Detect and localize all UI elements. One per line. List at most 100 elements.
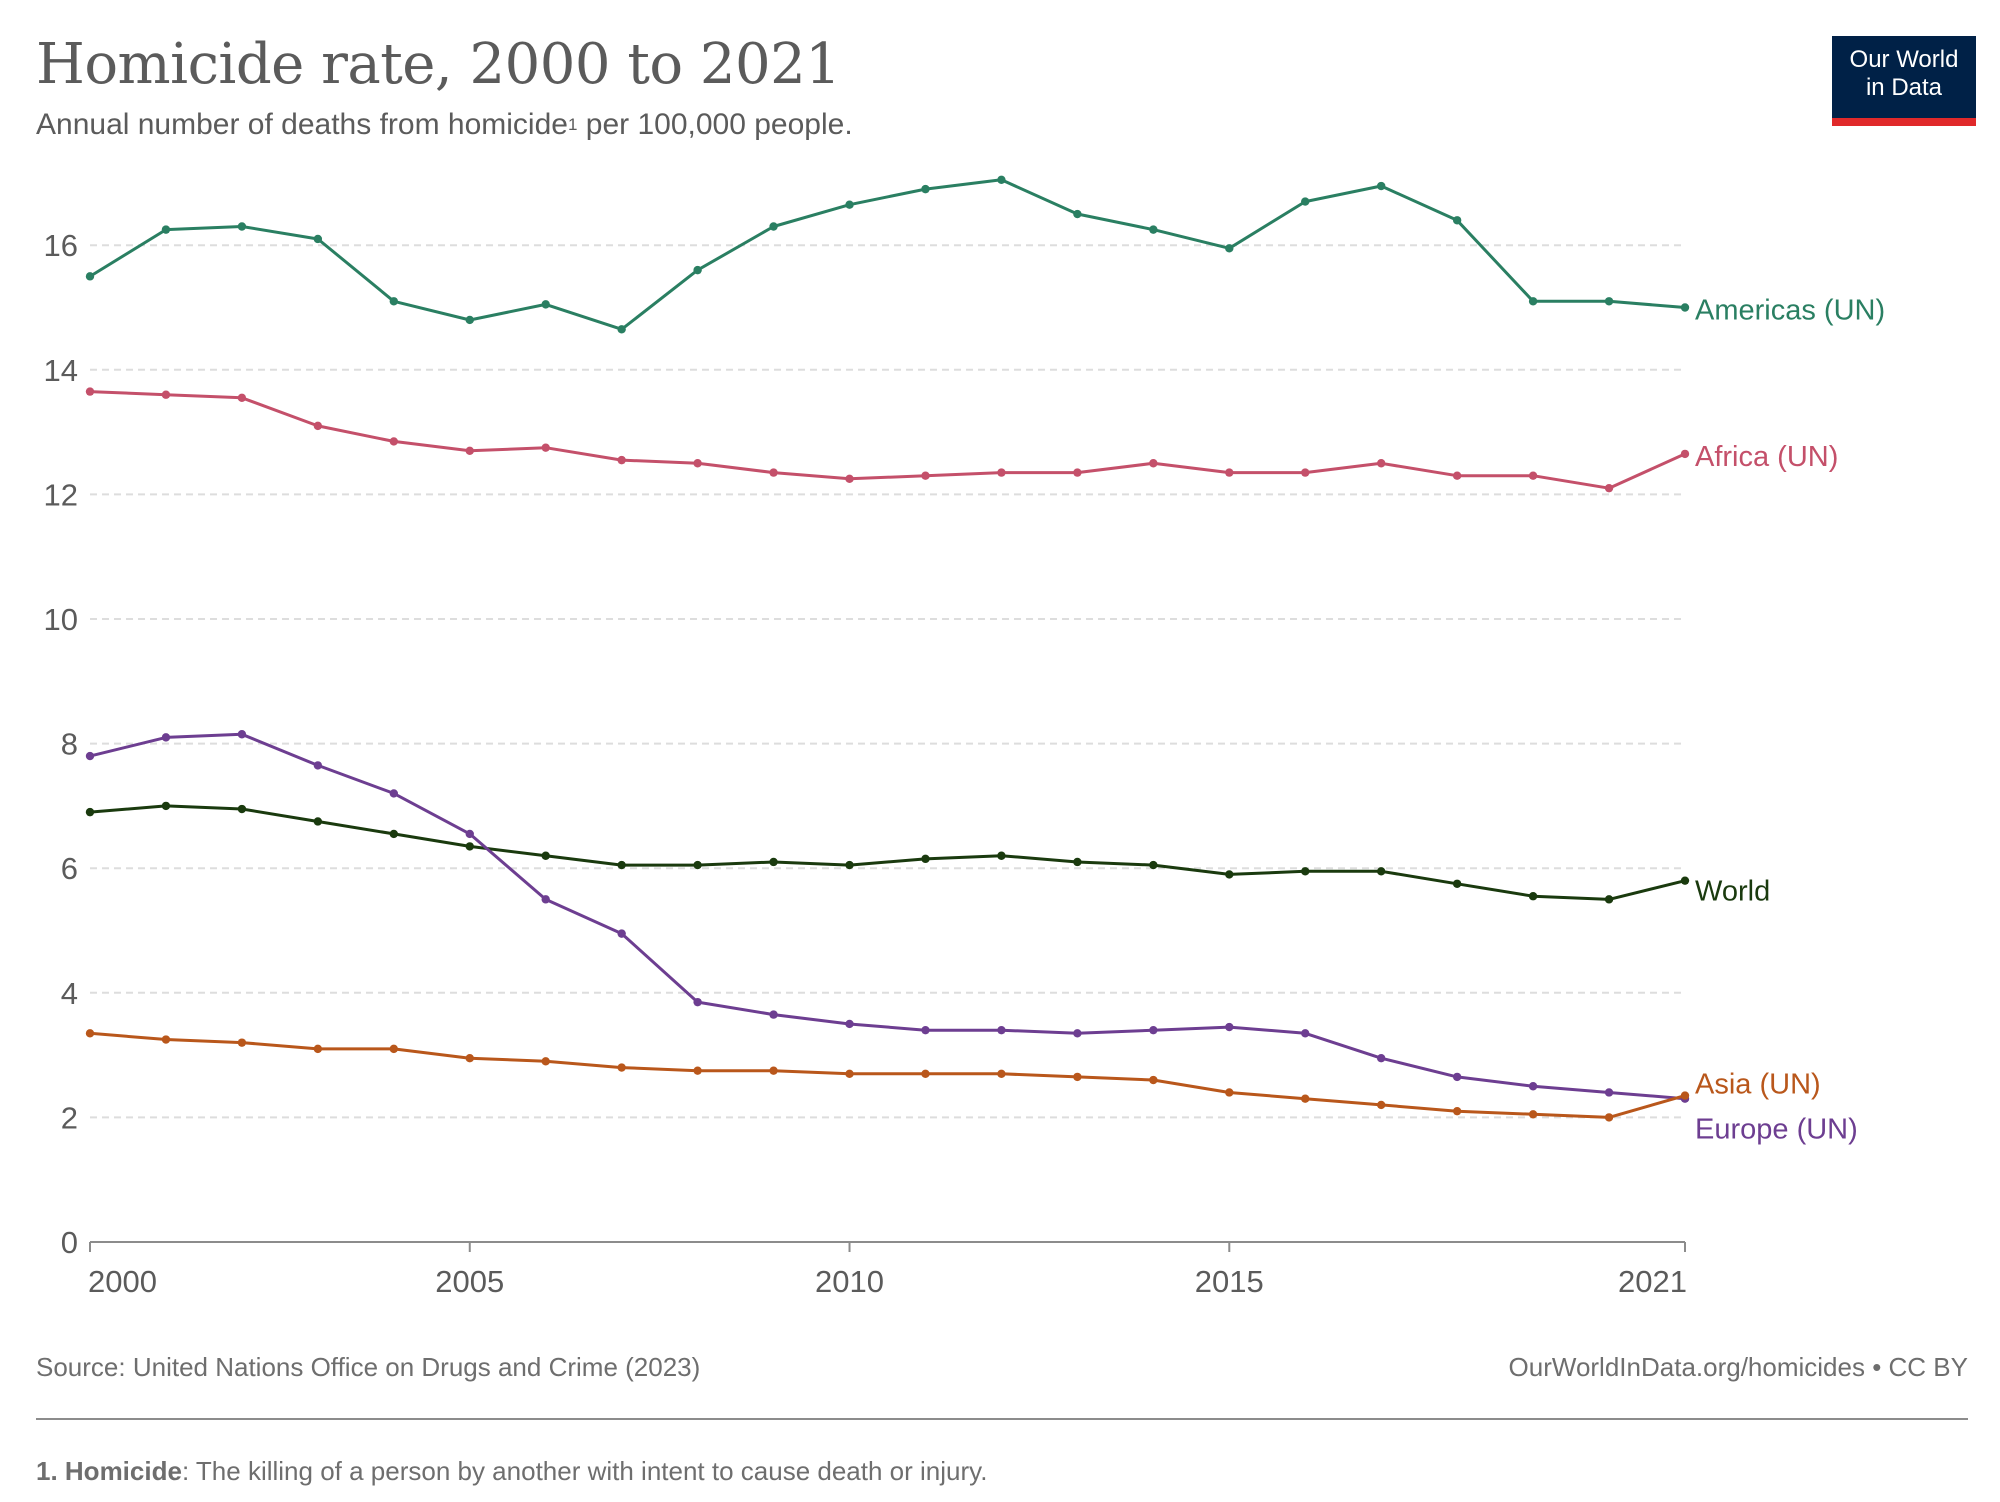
data-point [541,300,550,309]
data-point [541,851,550,860]
data-point [541,1057,550,1066]
data-point [1301,867,1310,876]
data-point [1073,468,1082,477]
data-point [1528,1110,1538,1119]
axis-layer: 0 2 4 6 8 10 12 14 16 2000 2005 2010 2015 2021 [44,228,1687,1299]
data-point [237,1038,247,1047]
data-point [465,842,474,851]
data-point [1604,1113,1614,1122]
y-tick-label: 8 [61,727,78,762]
data-point [313,761,323,770]
series-line [89,1031,1686,1119]
data-point [1604,297,1614,306]
data-point [1452,1106,1462,1116]
credit-link[interactable]: OurWorldInData.org/homicides • CC BY [1508,1352,1968,1382]
data-point [921,854,930,864]
data-point [997,1069,1006,1078]
data-point [465,446,474,455]
data-point [845,1019,854,1029]
data-point [1376,459,1386,468]
series-label: Americas (UN) [1695,295,1885,327]
data-point [921,184,930,194]
data-point [997,468,1006,477]
data-point [389,297,399,306]
data-point [389,829,399,839]
data-point [617,929,626,938]
data-point [845,1069,854,1078]
data-point [1604,483,1614,493]
data-point [389,789,399,798]
data-point [769,1010,778,1019]
subtitle-text: Annual number of deaths from homicide [36,108,568,141]
data-point [465,315,474,325]
data-point [1604,895,1614,904]
data-point [617,455,626,465]
data-point [1073,857,1082,867]
data-point [845,860,854,870]
data-point [769,857,778,867]
data-point [1225,870,1234,879]
footer-divider [36,1418,1968,1420]
data-point [85,1029,95,1038]
footnote-marker[interactable]: 1 [567,115,578,134]
data-point [1680,1091,1690,1100]
data-point [845,474,854,484]
x-tick-label: 2015 [1195,1264,1264,1299]
data-point [1528,1082,1538,1091]
owid-logo[interactable]: Our World in Data [1832,36,1976,126]
data-point [237,730,247,739]
logo-line-1: Our World [1849,46,1959,73]
data-point [85,751,95,761]
data-point [997,1025,1006,1035]
data-point [1301,197,1310,206]
data-point [313,1044,323,1054]
data-point [617,325,626,334]
data-point [85,807,95,817]
data-point [465,1054,474,1063]
data-point [161,801,171,811]
data-point [237,804,247,814]
series-line [89,732,1686,1101]
data-point [1528,471,1538,480]
data-point [1149,1075,1158,1085]
data-point [465,829,474,839]
y-tick-label: 2 [61,1100,78,1135]
data-point [693,860,702,870]
chart-subtitle: Annual number of deaths from homicide1 p… [36,108,853,142]
data-point [1376,867,1386,876]
footnote: 1. Homicide: The killing of a person by … [36,1456,987,1487]
data-point [237,222,247,231]
series-layer [85,175,1690,1122]
data-point [1376,1054,1386,1063]
data-point [1452,879,1462,888]
data-point [845,200,854,209]
data-point [1301,1029,1310,1038]
source-note: Source: United Nations Office on Drugs a… [36,1352,701,1382]
data-point [1680,303,1690,312]
y-tick-label: 10 [44,602,78,637]
subtitle-text-end: per 100,000 people. [577,108,853,141]
data-point [1376,1100,1386,1110]
y-tick-label: 16 [44,228,78,263]
chart-title: Homicide rate, 2000 to 2021 [36,32,841,97]
y-tick-label: 0 [61,1225,78,1260]
data-point [693,459,702,468]
data-point [541,895,550,904]
data-point [921,1069,930,1078]
x-tick-label: 2010 [815,1264,884,1299]
label-layer: Americas (UN) Africa (UN) World Europe (UN)… [1695,295,1885,1146]
data-point [1149,860,1158,870]
data-point [1149,225,1158,234]
data-point [769,1066,778,1075]
data-point [1073,1029,1082,1038]
data-point [693,1066,702,1075]
data-point [313,817,323,826]
series-line [89,178,1686,331]
y-tick-label: 4 [61,976,78,1011]
data-point [313,421,323,431]
data-point [769,468,778,477]
data-point [1680,449,1690,459]
data-point [1225,1022,1234,1032]
data-point [1225,468,1234,477]
x-tick-label: 2000 [88,1264,157,1299]
